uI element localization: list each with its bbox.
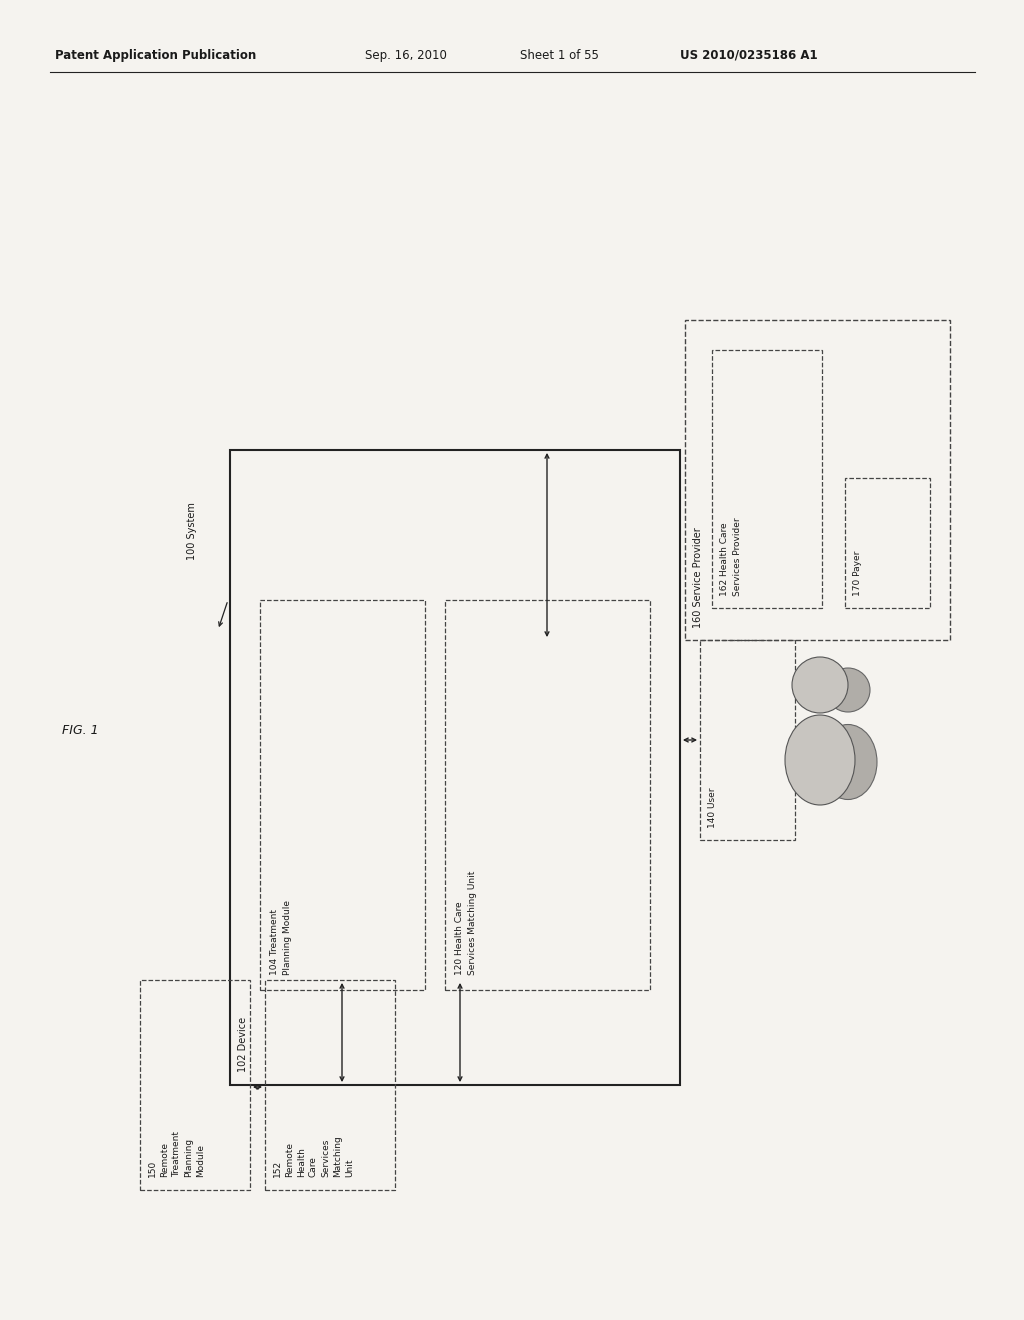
Text: US 2010/0235186 A1: US 2010/0235186 A1 [680,49,817,62]
Text: Unit: Unit [345,1159,354,1177]
Text: 160 Service Provider: 160 Service Provider [693,527,703,628]
Text: Planning Module: Planning Module [283,900,292,975]
Text: Remote: Remote [160,1142,169,1177]
Text: Sheet 1 of 55: Sheet 1 of 55 [520,49,599,62]
Text: Services Matching Unit: Services Matching Unit [468,871,477,975]
Text: Remote: Remote [285,1142,294,1177]
Text: Planning: Planning [184,1138,193,1177]
Bar [265,979,395,1191]
Ellipse shape [785,715,855,805]
Ellipse shape [819,725,877,800]
Text: Health: Health [297,1147,306,1177]
Text: Module: Module [196,1144,205,1177]
Text: Sep. 16, 2010: Sep. 16, 2010 [365,49,446,62]
Bar [845,478,930,609]
Text: Services Provider: Services Provider [733,517,742,597]
Text: FIG. 1: FIG. 1 [62,723,98,737]
Text: 102 Device: 102 Device [238,1016,248,1072]
Bar [140,979,250,1191]
Text: 100 System: 100 System [187,502,197,560]
Text: Care: Care [309,1156,318,1177]
Text: Services: Services [321,1139,330,1177]
Text: Patent Application Publication: Patent Application Publication [55,49,256,62]
Bar [230,450,680,1085]
Text: Matching: Matching [333,1135,342,1177]
Bar [445,601,650,990]
Text: 162 Health Care: 162 Health Care [720,523,729,597]
Bar [260,601,425,990]
Text: Treatment: Treatment [172,1131,181,1177]
Text: 120 Health Care: 120 Health Care [455,902,464,975]
Text: 150: 150 [148,1160,157,1177]
Text: 170 Payer: 170 Payer [853,550,862,597]
Bar [712,350,822,609]
Circle shape [792,657,848,713]
Text: 152: 152 [273,1160,282,1177]
Text: 140 User: 140 User [708,788,717,828]
Text: 104 Treatment: 104 Treatment [270,909,279,975]
Bar [700,640,795,840]
Circle shape [826,668,870,711]
Bar [685,319,950,640]
